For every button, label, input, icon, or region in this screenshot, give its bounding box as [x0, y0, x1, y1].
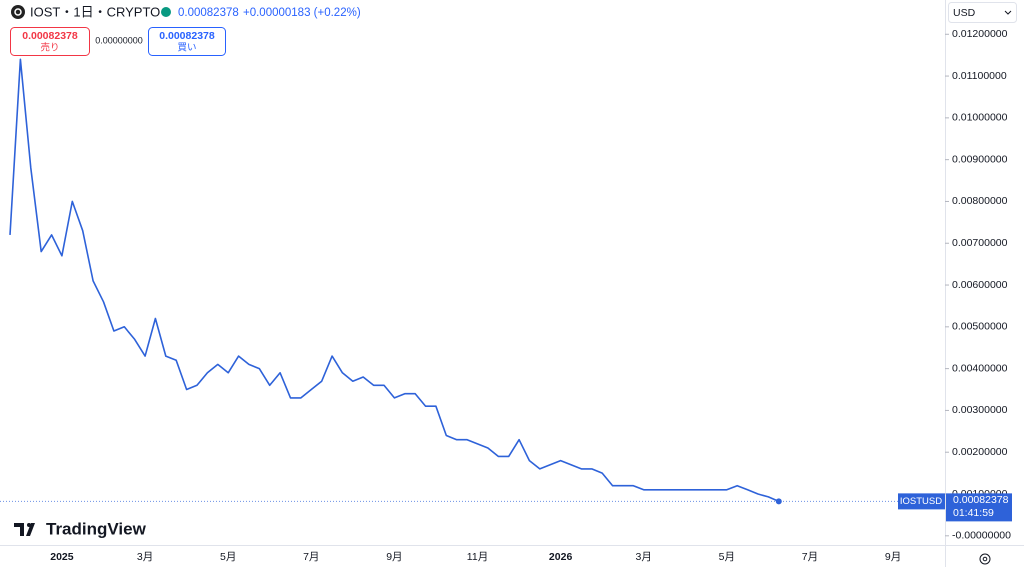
symbol-icon [11, 5, 25, 19]
buy-label[interactable]: 買い [177, 43, 196, 54]
x-tick-label: 7月 [303, 551, 319, 563]
y-tick-label: 0.01100000 [952, 70, 1007, 82]
settings-icon-center[interactable] [982, 556, 988, 562]
y-tick-label: 0.00900000 [952, 153, 1008, 165]
symbol[interactable]: IOST・1日・CRYPTO [30, 4, 160, 19]
x-tick-label: 7月 [802, 551, 818, 563]
y-tick-label: -0.00000000 [952, 530, 1011, 542]
y-tick-label: 0.01000000 [952, 112, 1008, 124]
y-tick-label: 0.00700000 [952, 237, 1008, 249]
price-tag-price: 0.00082378 [953, 494, 1009, 506]
x-tick-label: 5月 [220, 551, 236, 563]
x-tick-label: 2025 [50, 551, 74, 563]
price-tag-ticker: IOSTUSD [900, 496, 942, 507]
last-point [775, 498, 782, 505]
last-price: 0.00082378 [178, 7, 239, 19]
price-line [9, 58, 780, 503]
x-tick-label: 9月 [386, 551, 402, 563]
price-tag-ticker-bg [898, 493, 945, 510]
price-tag-countdown: 01:41:59 [953, 507, 994, 519]
plot: -0.000000000.001000000.002000000.0030000… [0, 28, 1012, 563]
currency-caret[interactable] [1004, 10, 1012, 15]
x-tick-label: 11月 [467, 551, 488, 563]
y-tick-label: 0.01200000 [952, 28, 1008, 40]
brand: TradingView [46, 519, 147, 538]
brand-logo-dot [27, 523, 31, 527]
buy-price[interactable]: 0.00082378 [159, 30, 215, 42]
price-tag-bg [946, 493, 1012, 522]
market-status [161, 7, 171, 17]
symbol-icon-mark [14, 8, 22, 16]
buy-button[interactable] [148, 27, 226, 56]
y-tick-label: 0.00500000 [952, 321, 1008, 333]
currency-select[interactable] [948, 2, 1017, 23]
x-tick-label: 3月 [137, 551, 153, 563]
y-tick-label: 0.00800000 [952, 195, 1008, 207]
x-tick-label: 2026 [549, 551, 573, 563]
y-tick-label: 0.00300000 [952, 404, 1008, 416]
settings-icon[interactable] [979, 553, 991, 565]
y-tick-label: 0.00400000 [952, 362, 1008, 374]
sell-button[interactable] [10, 27, 90, 56]
price-change: +0.00000183 (+0.22%) [243, 7, 361, 19]
x-tick-label: 9月 [885, 551, 901, 563]
spread: 0.00000000 [95, 35, 143, 45]
x-tick-label: 5月 [719, 551, 735, 563]
y-tick-label: 0.00200000 [952, 446, 1008, 458]
y-tick-label: 0.00600000 [952, 279, 1008, 291]
sell-label[interactable]: 売り [40, 42, 59, 54]
x-tick-label: 3月 [636, 551, 652, 563]
currency[interactable]: USD [953, 7, 976, 19]
sell-price[interactable]: 0.00082378 [22, 30, 78, 42]
